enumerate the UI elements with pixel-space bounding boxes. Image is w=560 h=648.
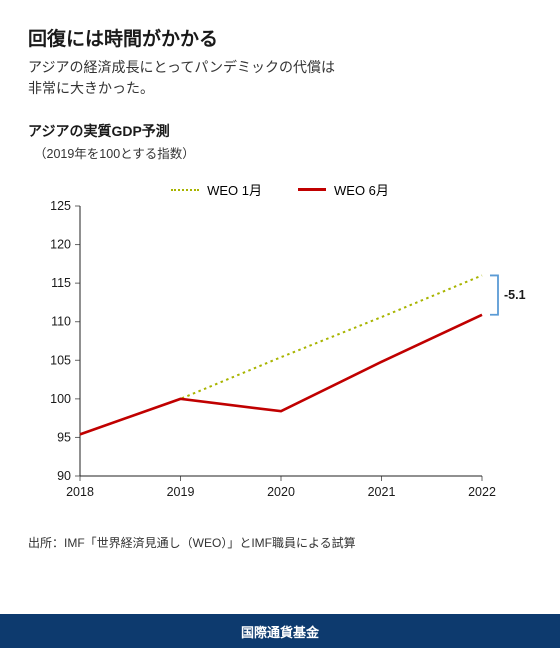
footer-label: 国際通貨基金 (241, 622, 319, 641)
subtitle-line-1: アジアの経済成長にとってパンデミックの代償は (28, 59, 335, 75)
chart-area: WEO 1月 WEO 6月 90951001051101151201252018… (28, 166, 532, 506)
svg-text:2021: 2021 (368, 485, 396, 499)
chart-title: アジアの実質GDP予測 (28, 121, 532, 141)
svg-text:90: 90 (57, 469, 71, 483)
footer-bar: 国際通貨基金 (0, 614, 560, 648)
svg-text:110: 110 (51, 315, 71, 329)
svg-text:2022: 2022 (468, 485, 496, 499)
svg-text:2020: 2020 (267, 485, 295, 499)
source-line: 出所：IMF「世界経済見通し（WEO）」とIMF職員による試算 (28, 534, 532, 551)
annotation-label: -5.1 (504, 288, 526, 302)
subtitle-line-2: 非常に大きかった。 (28, 80, 154, 96)
svg-text:2019: 2019 (167, 485, 195, 499)
svg-text:100: 100 (50, 392, 71, 406)
svg-text:2018: 2018 (66, 485, 94, 499)
annotation-bracket (490, 275, 498, 314)
chart-subtitle: （2019年を100とする指数） (34, 143, 532, 162)
page-title: 回復には時間がかかる (28, 24, 532, 51)
svg-text:105: 105 (50, 353, 71, 367)
svg-text:115: 115 (51, 276, 71, 290)
svg-text:120: 120 (50, 238, 71, 252)
svg-text:125: 125 (50, 199, 71, 213)
series-weo-jun (80, 315, 482, 435)
chart-svg: 90 95 100 105 110 115 120 125 2018 2019 2020 2021 20… (28, 166, 532, 506)
svg-text:95: 95 (57, 430, 71, 444)
page-subtitle: アジアの経済成長にとってパンデミックの代償は 非常に大きかった。 (28, 57, 532, 99)
